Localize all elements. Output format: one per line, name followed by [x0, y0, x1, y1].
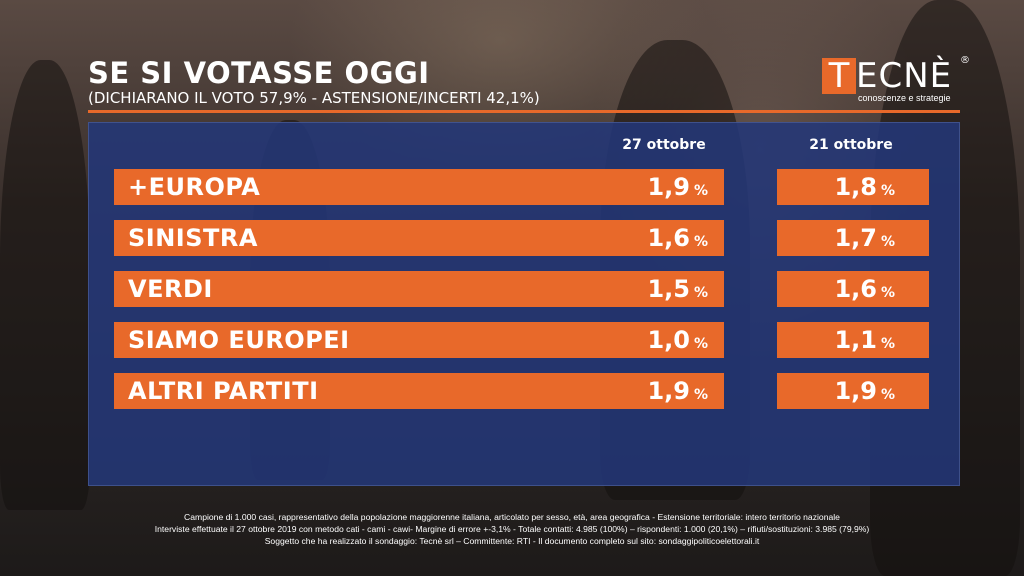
value-previous-number: 1,9: [834, 377, 877, 405]
percent-sign: %: [880, 387, 895, 403]
page-subtitle: (DICHIARANO IL VOTO 57,9% - ASTENSIONE/I…: [88, 89, 540, 107]
logo-initial: T: [822, 58, 856, 94]
percent-sign: %: [880, 183, 895, 199]
table-row-previous: 1,7%: [777, 220, 929, 256]
value-current-number: 1,5: [647, 275, 690, 303]
value-current: 1,9%: [647, 373, 708, 413]
footer-line-1: Campione di 1.000 casi, rappresentativo …: [184, 512, 840, 522]
table-row: SIAMO EUROPEI 1,0%: [114, 322, 724, 358]
logo-registered: ®: [960, 55, 970, 66]
table-row-previous: 1,6%: [777, 271, 929, 307]
value-current-number: 1,6: [647, 224, 690, 252]
percent-sign: %: [880, 336, 895, 352]
party-label: +EUROPA: [128, 173, 261, 201]
party-label: ALTRI PARTITI: [128, 377, 319, 405]
percent-sign: %: [693, 234, 708, 250]
value-current-number: 1,9: [647, 377, 690, 405]
value-current: 1,6%: [647, 220, 708, 260]
party-label: SIAMO EUROPEI: [128, 326, 350, 354]
table-row: VERDI 1,5%: [114, 271, 724, 307]
value-current-number: 1,9: [647, 173, 690, 201]
column-header-previous: 21 ottobre: [809, 137, 893, 153]
value-previous: 1,8%: [834, 169, 895, 209]
value-previous-number: 1,7: [834, 224, 877, 252]
value-previous-number: 1,1: [834, 326, 877, 354]
percent-sign: %: [693, 285, 708, 301]
value-current: 1,9%: [647, 169, 708, 209]
table-row: +EUROPA 1,9%: [114, 169, 724, 205]
value-previous: 1,9%: [834, 373, 895, 413]
percent-sign: %: [880, 285, 895, 301]
table-row: ALTRI PARTITI 1,9%: [114, 373, 724, 409]
value-previous: 1,6%: [834, 271, 895, 311]
value-previous: 1,1%: [834, 322, 895, 362]
footer-line-2: Interviste effettuate il 27 ottobre 2019…: [154, 524, 870, 534]
tecne-logo: T ECNÈ ® conoscenze e strategie: [822, 55, 970, 107]
party-label: SINISTRA: [128, 224, 258, 252]
value-current: 1,0%: [647, 322, 708, 362]
table-row-previous: 1,8%: [777, 169, 929, 205]
value-previous: 1,7%: [834, 220, 895, 260]
percent-sign: %: [880, 234, 895, 250]
percent-sign: %: [693, 336, 708, 352]
value-current-number: 1,0: [647, 326, 690, 354]
footer-line-3: Soggetto che ha realizzato il sondaggio:…: [264, 536, 760, 546]
value-previous-number: 1,6: [834, 275, 877, 303]
logo-tagline: conoscenze e strategie: [858, 93, 951, 103]
page-title: SE SI VOTASSE OGGI: [88, 56, 430, 90]
percent-sign: %: [693, 387, 708, 403]
party-label: VERDI: [128, 275, 213, 303]
table-row-previous: 1,9%: [777, 373, 929, 409]
value-current: 1,5%: [647, 271, 708, 311]
table-row: SINISTRA 1,6%: [114, 220, 724, 256]
column-header-current: 27 ottobre: [622, 137, 706, 153]
table-row-previous: 1,1%: [777, 322, 929, 358]
value-previous-number: 1,8: [834, 173, 877, 201]
logo-word: ECNÈ: [856, 56, 953, 96]
methodology-footer: Campione di 1.000 casi, rappresentativo …: [0, 511, 1024, 547]
header-divider: [88, 110, 960, 113]
percent-sign: %: [693, 183, 708, 199]
